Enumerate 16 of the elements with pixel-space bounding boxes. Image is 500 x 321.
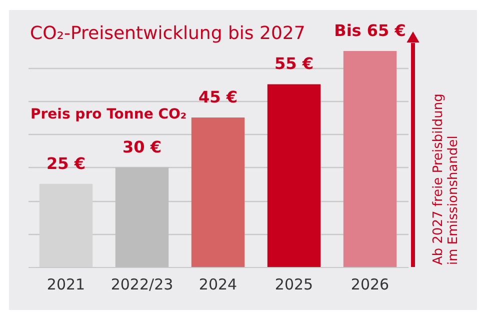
bar [267, 84, 321, 267]
text: Ab 2027 freie Preisbildung im Emissionshandel [431, 94, 461, 265]
bar [343, 51, 397, 267]
y-axis-title: Preis pro Tonne CO₂ [30, 106, 187, 122]
x-tick-label: 2024 [198, 276, 238, 294]
data-label: 45 € [198, 87, 238, 106]
x-tick-label: 2026 [350, 276, 390, 294]
data-label: 55 € [274, 54, 314, 74]
data-label: Bis 65 € [334, 21, 406, 40]
x-tick-label: 2022/23 [110, 276, 174, 294]
x-tick-label: 2021 [46, 276, 86, 294]
x-tick-label: 2025 [274, 276, 314, 294]
data-label: 30 € [122, 137, 162, 156]
bar [191, 117, 245, 267]
data-label: 25 € [46, 154, 86, 173]
chart-title: CO₂-Preisentwicklung bis 2027 [30, 23, 306, 44]
